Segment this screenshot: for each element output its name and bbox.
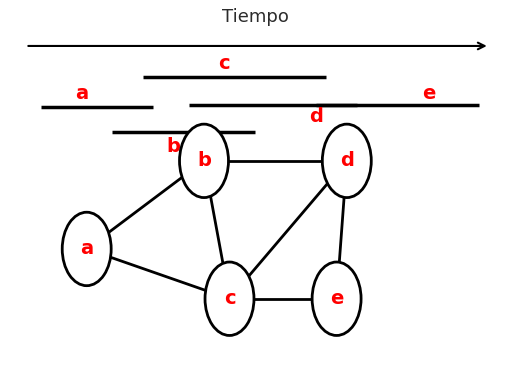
Text: d: d <box>339 151 353 170</box>
Text: b: b <box>196 151 211 170</box>
Text: Tiempo: Tiempo <box>221 8 288 26</box>
Text: a: a <box>75 84 88 103</box>
Text: a: a <box>80 239 93 259</box>
Text: c: c <box>218 54 230 73</box>
Ellipse shape <box>205 262 253 336</box>
Ellipse shape <box>62 212 111 286</box>
Text: b: b <box>166 137 180 156</box>
Ellipse shape <box>179 124 228 198</box>
Ellipse shape <box>312 262 360 336</box>
Text: c: c <box>223 289 235 308</box>
Ellipse shape <box>322 124 371 198</box>
Text: e: e <box>421 84 434 103</box>
Text: d: d <box>308 107 323 126</box>
Text: e: e <box>329 289 343 308</box>
